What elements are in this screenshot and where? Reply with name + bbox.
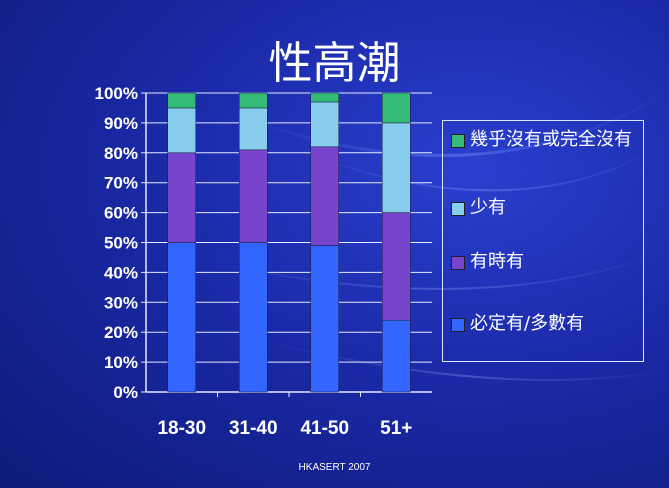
chart-legend: 幾乎沒有或完全沒有 少有有時有必定有/多數有 <box>442 120 644 362</box>
legend-label: 幾乎沒有或完全沒有 <box>470 129 632 150</box>
bar-segment <box>310 245 339 393</box>
bar-segment <box>382 212 411 321</box>
x-tick-label: 41-50 <box>300 418 349 439</box>
y-tick-label: 90% <box>104 114 138 133</box>
y-tick-label: 10% <box>104 353 138 372</box>
bar-segment <box>310 101 339 148</box>
bar-segment <box>167 152 196 243</box>
legend-item: 幾乎沒有或完全沒有 <box>451 129 639 151</box>
y-tick-label: 50% <box>104 234 138 253</box>
bar-segment <box>167 92 196 109</box>
bar-segment <box>167 242 196 393</box>
slide-footer: HKASERT 2007 <box>298 462 371 473</box>
y-tick-label: 70% <box>104 174 138 193</box>
bar-segment <box>239 107 268 151</box>
bar-segment <box>239 92 268 109</box>
bar-segment <box>310 92 339 103</box>
legend-label: 有時有 <box>470 251 524 272</box>
slide-title: 性高潮 <box>268 38 401 89</box>
legend-swatch <box>451 202 465 216</box>
legend-item: 必定有/多數有 <box>451 313 639 335</box>
legend-item: 少有 <box>451 197 639 219</box>
legend-swatch <box>451 256 465 270</box>
legend-item: 有時有 <box>451 251 639 273</box>
y-tick-label: 30% <box>104 293 138 312</box>
x-tick-label: 51+ <box>380 418 412 439</box>
bar-segment <box>382 122 411 213</box>
legend-swatch <box>451 318 465 332</box>
y-tick-label: 60% <box>104 204 138 223</box>
y-tick-label: 100% <box>95 84 138 103</box>
y-tick-label: 0% <box>113 383 138 402</box>
y-tick-label: 40% <box>104 263 138 282</box>
legend-swatch <box>451 134 465 148</box>
legend-label: 少有 <box>470 197 506 218</box>
legend-label: 必定有/多數有 <box>470 313 585 334</box>
x-tick-label: 31-40 <box>229 418 278 439</box>
y-tick-label: 80% <box>104 144 138 163</box>
bar-segment <box>310 146 339 246</box>
x-tick-label: 18-30 <box>157 418 206 439</box>
bar-segment <box>239 242 268 393</box>
y-tick-label: 20% <box>104 323 138 342</box>
bar-segment <box>382 319 411 393</box>
bar-segment <box>382 92 411 124</box>
bar-segment <box>239 149 268 243</box>
bar-segment <box>167 107 196 154</box>
